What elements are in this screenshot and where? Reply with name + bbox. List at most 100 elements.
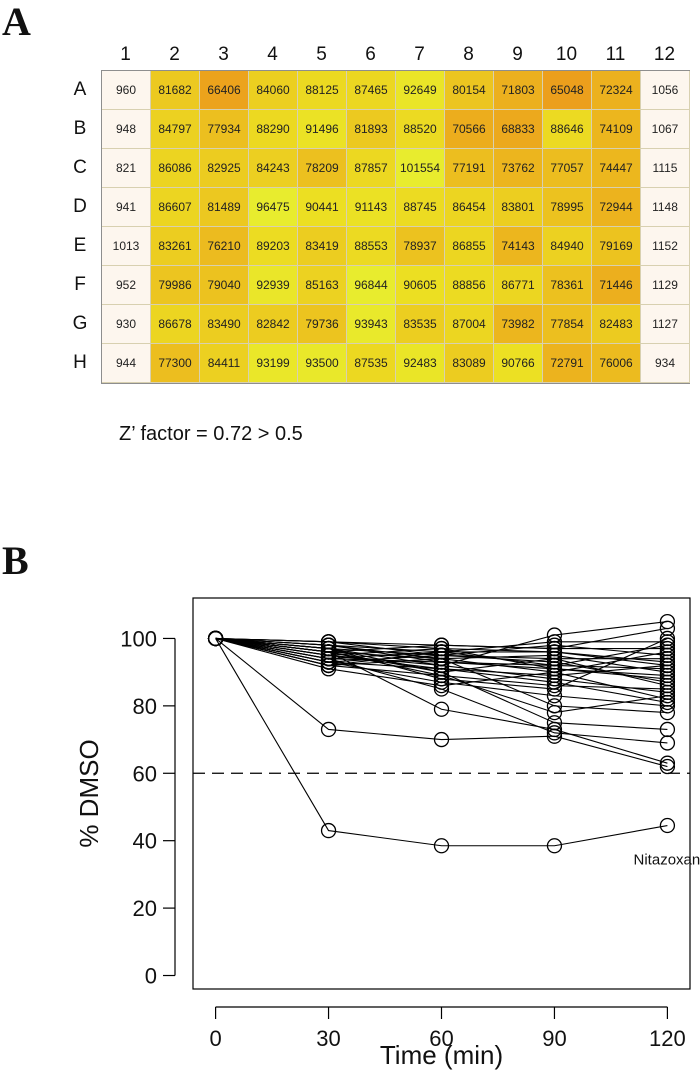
data-point (433, 640, 450, 657)
plate-well: 92649 (396, 71, 445, 110)
series-path (215, 637, 668, 714)
data-point (433, 644, 450, 660)
plate-well: 83089 (445, 344, 494, 383)
plate-well: 90441 (298, 188, 347, 227)
plot-frame (192, 597, 691, 990)
nitazoxanide-annotation: Nitazoxanide (634, 851, 700, 868)
plate-column-header: 4 (267, 44, 278, 65)
y-tick-label: 60 (133, 761, 157, 786)
plate-column-header: 10 (555, 44, 578, 65)
data-point (207, 630, 224, 647)
plate-row-header: F (74, 274, 86, 295)
data-point (320, 654, 337, 670)
plate-row-header: E (73, 235, 87, 256)
panel-label-b: B (2, 538, 29, 583)
series-path (215, 637, 668, 690)
data-point (546, 704, 563, 721)
y-tick-label: 40 (133, 829, 157, 854)
data-point (659, 817, 676, 834)
plate-row-header: A (73, 79, 87, 100)
plate-column-header: 12 (653, 44, 676, 65)
plate-well: 1148 (641, 188, 690, 227)
plate-well: 88290 (249, 110, 298, 149)
plate-well: 84243 (249, 149, 298, 188)
plate-well: 82925 (200, 149, 249, 188)
data-point (546, 725, 563, 741)
plate-well: 65048 (543, 71, 592, 110)
plate-well: 89203 (249, 227, 298, 266)
data-point (659, 667, 676, 684)
plate-heatmap: 960 81682 66406 84060 88125 87465 92649 80154 71… (101, 70, 690, 384)
plate-well: 86086 (151, 149, 200, 188)
plate-row-header: H (73, 352, 87, 373)
plate-well: 93199 (249, 344, 298, 383)
plate-well: 88646 (543, 110, 592, 149)
plate-well: 91496 (298, 110, 347, 149)
data-point (320, 822, 337, 839)
data-point (433, 671, 450, 687)
plate-well: 70566 (445, 110, 494, 149)
data-point (659, 721, 676, 738)
x-tick-label: 30 (316, 1026, 340, 1051)
y-tick-label: 80 (133, 694, 157, 719)
plate-well: 72791 (543, 344, 592, 383)
plate-column-header: 9 (512, 44, 523, 65)
plate-well: 74143 (494, 227, 543, 266)
plate-well: 74447 (592, 149, 641, 188)
plate-well: 83490 (200, 305, 249, 344)
data-point (433, 731, 450, 748)
x-axis-label: Time (min) (380, 1040, 503, 1070)
plate-well: 86855 (445, 227, 494, 266)
y-tick-label: 20 (133, 896, 157, 921)
plate-well: 91143 (347, 188, 396, 227)
data-point (659, 630, 676, 647)
plate-well: 960 (102, 71, 151, 110)
plate-well: 77300 (151, 344, 200, 383)
plate-well: 79736 (298, 305, 347, 344)
y-axis-label: % DMSO (74, 739, 104, 847)
plate-well: 86678 (151, 305, 200, 344)
plate-well: 79169 (592, 227, 641, 266)
plate-well: 81489 (200, 188, 249, 227)
plate-well: 93500 (298, 344, 347, 383)
plate-well: 1067 (641, 110, 690, 149)
plate-well: 88553 (347, 227, 396, 266)
plate-well: 73982 (494, 305, 543, 344)
data-point (320, 721, 337, 738)
plate-well: 85163 (298, 266, 347, 305)
data-point (546, 715, 563, 731)
plate-well: 96844 (347, 266, 396, 305)
data-point (659, 758, 676, 775)
plate-well: 1129 (641, 266, 690, 305)
plate-well: 72324 (592, 71, 641, 110)
data-point (546, 661, 563, 677)
plate-well: 930 (102, 305, 151, 344)
plate-well: 77057 (543, 149, 592, 188)
plate-well: 948 (102, 110, 151, 149)
data-point (320, 657, 337, 674)
plate-well: 83535 (396, 305, 445, 344)
data-point (659, 677, 676, 694)
plate-well: 66406 (200, 71, 249, 110)
plate-well: 93943 (347, 305, 396, 344)
plate-well: 944 (102, 344, 151, 383)
data-point (546, 634, 563, 650)
plate-well: 76210 (200, 227, 249, 266)
plate-well: 88745 (396, 188, 445, 227)
plate-well: 83801 (494, 188, 543, 227)
plate-well: 80154 (445, 71, 494, 110)
plate-well: 88520 (396, 110, 445, 149)
plate-row-header: C (73, 157, 87, 178)
series-path (215, 638, 668, 847)
series-nitazoxanide (207, 630, 676, 854)
y-tick-label: 0 (145, 964, 157, 989)
plate-well: 82483 (592, 305, 641, 344)
plate-column-header: 6 (365, 44, 376, 65)
plate-well: 76006 (592, 344, 641, 383)
plate-well: 84411 (200, 344, 249, 383)
plate-well: 84060 (249, 71, 298, 110)
plate-well: 84797 (151, 110, 200, 149)
plate-well: 934 (641, 344, 690, 383)
plate-well: 1152 (641, 227, 690, 266)
plate-well: 83419 (298, 227, 347, 266)
